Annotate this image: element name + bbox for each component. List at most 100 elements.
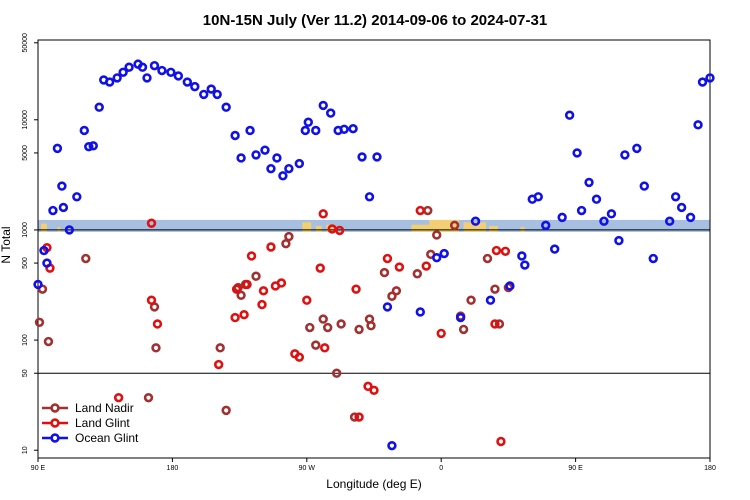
data-point: [664, 216, 675, 226]
data-point: [676, 202, 687, 213]
data-point: [354, 324, 364, 335]
data-point: [320, 343, 330, 353]
data-point: [311, 125, 321, 136]
y-tick-label: 5000: [22, 145, 29, 161]
data-point: [113, 392, 124, 403]
data-point: [88, 141, 98, 151]
data-point: [58, 202, 69, 213]
x-tick-label: 90 W: [299, 465, 316, 472]
data-point: [648, 253, 658, 264]
data-point: [245, 125, 255, 136]
data-point: [48, 205, 58, 216]
series-land-nadir: [34, 205, 514, 422]
data-point: [149, 60, 160, 71]
data-point: [311, 340, 321, 350]
data-point: [94, 102, 104, 112]
legend-label: Land Glint: [75, 416, 130, 430]
data-point: [449, 220, 460, 231]
data-point: [284, 163, 294, 174]
data-point: [81, 253, 91, 264]
map-strip-land: [326, 224, 336, 232]
data-point: [260, 145, 270, 155]
data-point: [212, 89, 222, 100]
map-strip-land: [315, 225, 322, 232]
data-point: [206, 84, 216, 94]
y-axis-label: N Total: [0, 226, 13, 263]
separator-lines: [38, 229, 710, 374]
data-point: [391, 286, 402, 296]
data-point: [34, 317, 45, 328]
data-points: [33, 59, 715, 451]
legend-item: Land Nadir: [42, 401, 134, 415]
data-point: [421, 261, 431, 271]
data-point: [300, 125, 311, 136]
data-point: [379, 267, 390, 278]
data-point: [591, 194, 602, 204]
x-axis-label: Longitude (deg E): [326, 477, 421, 491]
data-point: [348, 123, 358, 134]
data-point: [439, 248, 449, 259]
data-point: [284, 231, 294, 242]
legend-item: Land Glint: [42, 416, 130, 430]
data-point: [315, 263, 325, 273]
data-point: [458, 324, 469, 335]
data-point: [42, 258, 52, 268]
data-point: [541, 220, 551, 231]
data-point: [432, 252, 442, 263]
data-point: [387, 440, 397, 451]
data-point: [318, 314, 328, 324]
data-point: [357, 152, 367, 162]
data-point: [276, 278, 287, 288]
legend-label: Ocean Glint: [75, 431, 139, 445]
data-point: [257, 299, 267, 310]
legend-label: Land Nadir: [75, 401, 134, 415]
data-point: [620, 150, 630, 160]
legend-marker: [50, 403, 60, 413]
data-point: [272, 153, 282, 163]
data-point: [490, 284, 500, 294]
data-point: [79, 125, 89, 136]
chart-title: 10N-15N July (Ver 11.2) 2014-09-06 to 20…: [203, 12, 547, 29]
y-axis: 10 50 100 500 1000 5000 10000 50000: [22, 33, 38, 454]
data-point: [382, 302, 393, 312]
data-point: [412, 269, 423, 279]
data-point: [221, 405, 231, 416]
data-point: [151, 343, 161, 353]
data-point: [466, 295, 476, 305]
data-point: [258, 286, 269, 296]
data-point: [281, 238, 291, 249]
map-strip-land: [302, 222, 312, 232]
data-point: [305, 322, 315, 333]
data-point: [697, 77, 708, 87]
data-point: [500, 246, 511, 256]
data-point: [52, 143, 63, 154]
data-point: [166, 67, 176, 77]
map-strip-land: [488, 225, 498, 232]
data-point: [491, 245, 502, 256]
data-point: [485, 295, 496, 305]
y-tick-label: 10: [22, 446, 29, 454]
map-strip-land: [40, 223, 47, 232]
data-point: [572, 148, 582, 158]
data-point: [432, 230, 442, 240]
data-point: [387, 291, 397, 301]
series-ocean-glint: [33, 59, 715, 451]
series-land-glint: [42, 205, 511, 447]
data-point: [302, 295, 312, 305]
data-point: [43, 336, 54, 347]
data-point: [584, 177, 594, 188]
data-point: [325, 108, 336, 118]
data-point: [57, 181, 67, 191]
y-tick-label: 50000: [22, 33, 29, 53]
data-point: [685, 212, 696, 223]
data-point: [303, 117, 313, 127]
data-point: [505, 281, 515, 291]
data-point: [266, 163, 276, 174]
data-point: [251, 271, 261, 281]
data-point: [369, 385, 379, 395]
data-point: [490, 319, 500, 329]
data-point: [239, 309, 249, 320]
data-point: [146, 218, 157, 228]
